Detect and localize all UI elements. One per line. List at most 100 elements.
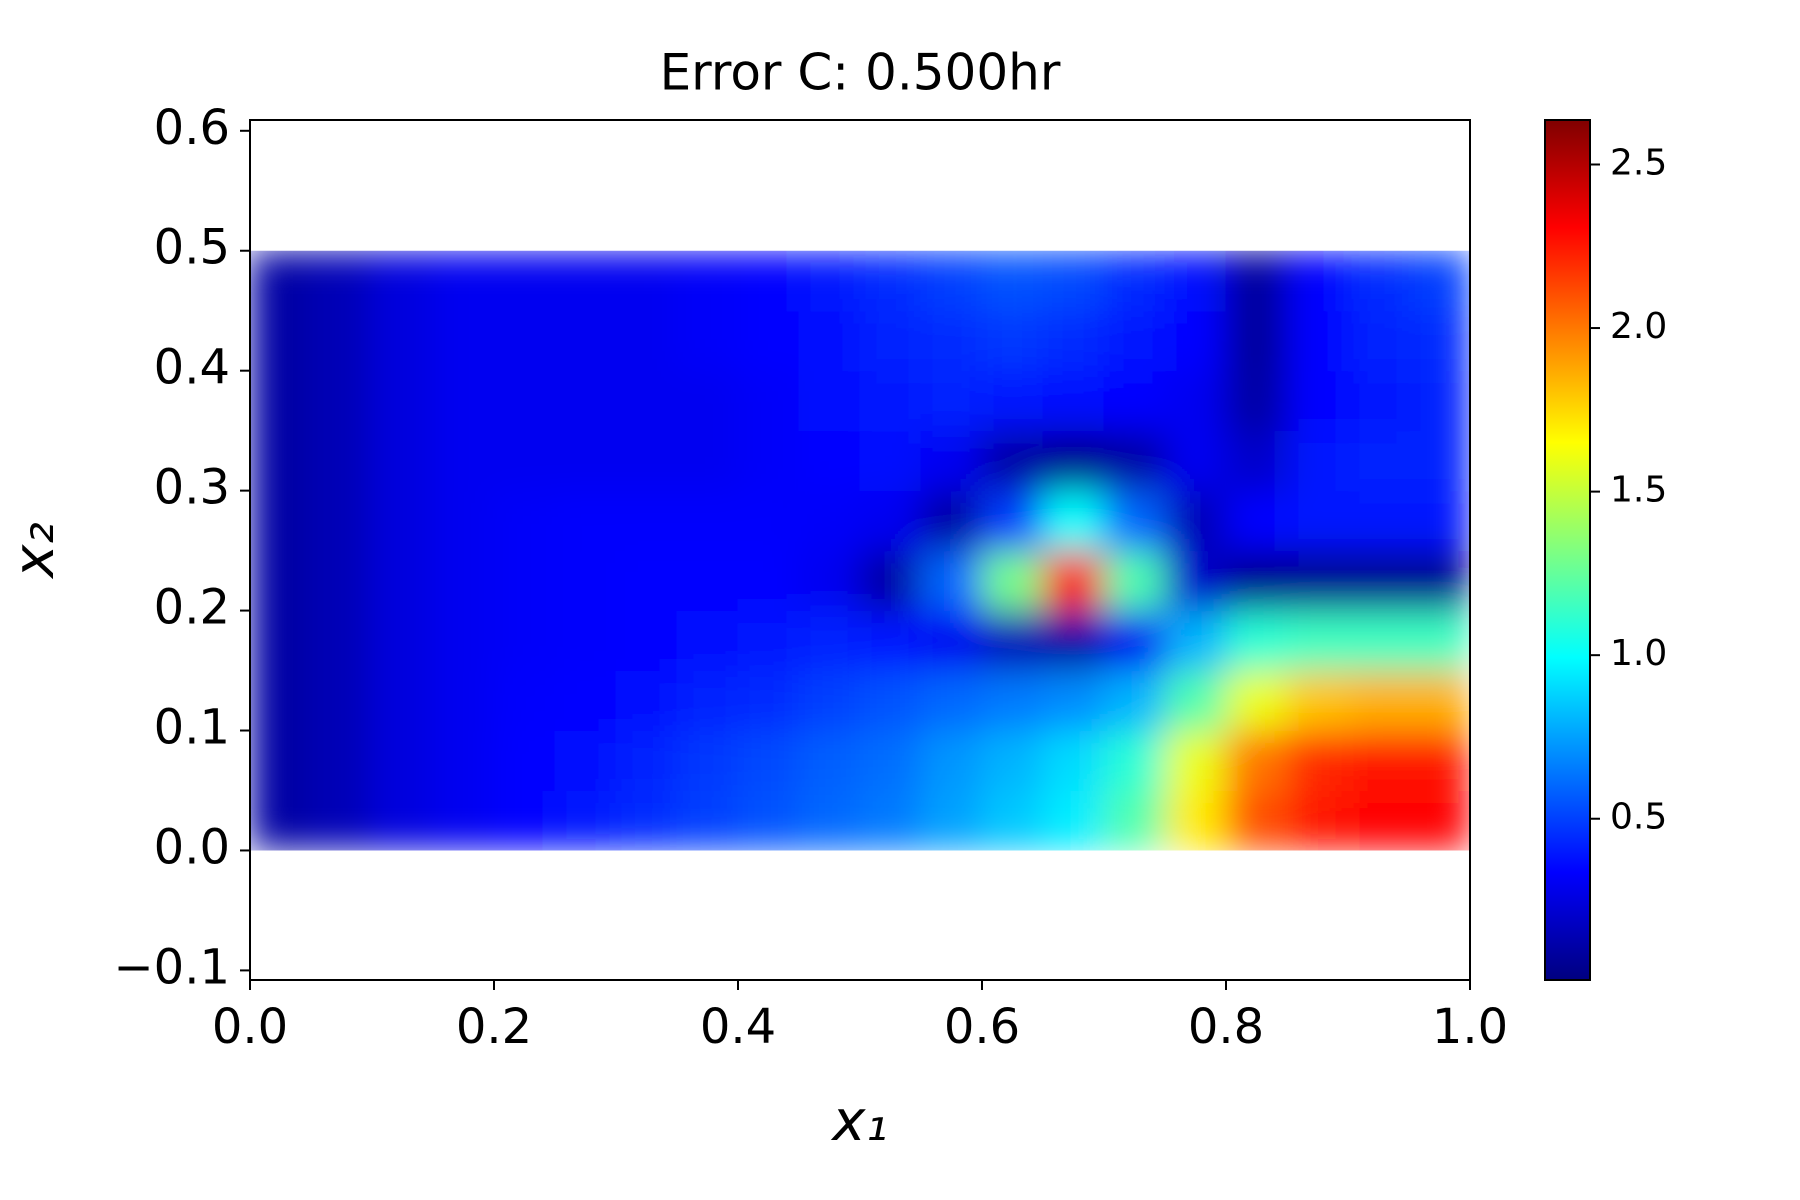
heatmap-cell [432, 550, 495, 612]
heatmap-cell [1286, 730, 1349, 791]
heatmap-cell [737, 250, 800, 312]
heatmap [250, 250, 1470, 851]
heatmap-cell [737, 670, 800, 732]
heatmap-cell [250, 490, 312, 552]
heatmap-cell [554, 730, 617, 791]
y-tick-label: 0.1 [154, 700, 230, 756]
y-tick-label: 0.2 [154, 580, 230, 636]
heatmap-cell [615, 610, 678, 672]
heatmap-cell [371, 490, 434, 552]
heatmap-cell [920, 310, 983, 372]
heatmap-cell [371, 610, 434, 672]
heatmap-cell [493, 670, 556, 732]
heatmap-cell [1164, 370, 1227, 432]
heatmap-cell [859, 310, 922, 372]
heatmap-cell [432, 490, 495, 552]
heatmap-cell [859, 670, 922, 732]
heatmap-cell [676, 789, 739, 851]
heatmap-cell [981, 430, 1044, 492]
heatmap-cell [859, 490, 922, 552]
colorbar [1544, 119, 1591, 981]
heatmap-cell [981, 250, 1044, 312]
heatmap-cell [859, 370, 922, 432]
heatmap-cell [493, 789, 556, 851]
heatmap-cell [920, 490, 983, 552]
heatmap-cell [1042, 610, 1105, 672]
heatmap-cell [737, 310, 800, 372]
heatmap-cell [920, 610, 983, 672]
heatmap-cell [250, 310, 312, 372]
heatmap-cell [615, 490, 678, 552]
heatmap-cell [1164, 310, 1227, 372]
heatmap-cell [493, 610, 556, 672]
heatmap-cell [798, 610, 861, 672]
heatmap-cell [798, 670, 861, 732]
colorbar-tick-label: 1.0 [1610, 633, 1667, 674]
heatmap-cell [981, 610, 1044, 672]
heatmap-cell [1164, 730, 1227, 791]
heatmap-cell [1103, 250, 1166, 312]
heatmap-cell [1408, 670, 1470, 732]
heatmap-cell [920, 250, 983, 312]
heatmap-cell [798, 310, 861, 372]
heatmap-cell [554, 610, 617, 672]
y-tick-label: 0.5 [154, 220, 230, 276]
heatmap-cell [310, 670, 373, 732]
heatmap-cell [1103, 490, 1166, 552]
heatmap-cell [554, 670, 617, 732]
heatmap-cell [1164, 550, 1227, 612]
heatmap-cell [981, 789, 1044, 851]
heatmap-cell [1286, 370, 1349, 432]
heatmap-cell [1225, 370, 1288, 432]
heatmap-cell [1042, 250, 1105, 312]
heatmap-cell [371, 730, 434, 791]
heatmap-cell [1347, 670, 1410, 732]
heatmap-cell [1286, 490, 1349, 552]
y-axis-label: x₂ [2, 522, 67, 580]
heatmap-cell [310, 490, 373, 552]
heatmap-cell [1164, 789, 1227, 851]
heatmap-cell [615, 730, 678, 791]
heatmap-cell [1164, 430, 1227, 492]
heatmap-cell [1286, 550, 1349, 612]
heatmap-cell [1408, 250, 1470, 312]
heatmap-cell [250, 370, 312, 432]
colorbar-tick-label: 2.5 [1610, 142, 1667, 183]
heatmap-cell [1286, 670, 1349, 732]
heatmap-cell [676, 490, 739, 552]
heatmap-cell [371, 310, 434, 372]
heatmap-cell [1103, 370, 1166, 432]
heatmap-cell [1103, 550, 1166, 612]
heatmap-cell [981, 370, 1044, 432]
heatmap-cell [1103, 730, 1166, 791]
heatmap-cell [1164, 610, 1227, 672]
heatmap-cells [250, 250, 1470, 851]
heatmap-cell [554, 789, 617, 851]
y-tick-label: 0.0 [154, 819, 230, 875]
heatmap-cell [1408, 490, 1470, 552]
heatmap-cell [920, 730, 983, 791]
heatmap-cell [1225, 310, 1288, 372]
heatmap-cell [432, 730, 495, 791]
heatmap-cell [310, 610, 373, 672]
heatmap-cell [1347, 250, 1410, 312]
heatmap-cell [554, 490, 617, 552]
heatmap-cell [1408, 310, 1470, 372]
colorbar-tick-label: 1.5 [1610, 470, 1667, 511]
heatmap-cell [432, 250, 495, 312]
x-axis-label: x₁ [830, 1089, 888, 1154]
heatmap-cell [1042, 370, 1105, 432]
heatmap-cell [310, 550, 373, 612]
heatmap-cell [1408, 610, 1470, 672]
heatmap-cell [798, 250, 861, 312]
heatmap-cell [554, 250, 617, 312]
y-tick-label: −0.1 [113, 939, 230, 995]
heatmap-cell [1042, 730, 1105, 791]
heatmap-cell [1347, 789, 1410, 851]
heatmap-cell [676, 550, 739, 612]
heatmap-cell [1286, 430, 1349, 492]
heatmap-cell [981, 670, 1044, 732]
heatmap-cell [1286, 610, 1349, 672]
heatmap-cell [737, 430, 800, 492]
heatmap-cell [1225, 670, 1288, 732]
